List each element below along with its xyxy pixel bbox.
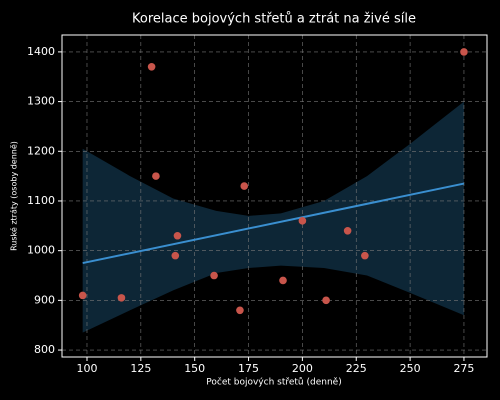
y-tick-label: 1000 bbox=[27, 244, 55, 257]
x-tick-label: 150 bbox=[184, 362, 205, 375]
data-point bbox=[240, 182, 249, 190]
y-tick-label: 800 bbox=[34, 343, 55, 356]
y-axis-label: Ruské ztráty (osoby denně) bbox=[9, 141, 19, 251]
regression-line bbox=[82, 182, 465, 265]
x-tick-label: 250 bbox=[400, 362, 421, 375]
data-point bbox=[460, 48, 468, 56]
data-point bbox=[361, 251, 369, 260]
x-tick-label: 200 bbox=[292, 362, 313, 375]
data-point bbox=[236, 306, 244, 315]
x-tick-label: 100 bbox=[76, 362, 97, 375]
x-tick-label: 175 bbox=[238, 362, 259, 375]
data-point bbox=[78, 291, 87, 300]
y-tick-label: 1200 bbox=[27, 144, 55, 157]
data-point bbox=[298, 217, 307, 225]
plot-frame bbox=[61, 34, 488, 358]
data-point bbox=[210, 271, 218, 280]
data-point bbox=[147, 63, 156, 71]
y-tick-label: 1300 bbox=[27, 95, 55, 108]
x-tick-label: 275 bbox=[453, 362, 474, 375]
data-point bbox=[343, 226, 352, 235]
x-tick-label: 225 bbox=[346, 362, 367, 375]
y-tick-label: 1400 bbox=[27, 45, 55, 58]
data-point bbox=[117, 294, 126, 302]
chart-title: Korelace bojových střetů a ztrát na živé… bbox=[132, 12, 416, 27]
data-point bbox=[171, 251, 180, 260]
data-point bbox=[279, 276, 287, 285]
data-point bbox=[152, 172, 160, 180]
confidence-band bbox=[82, 101, 464, 333]
data-point bbox=[173, 231, 182, 240]
x-axis-label: Počet bojových střetů (denně) bbox=[206, 377, 341, 388]
data-point bbox=[322, 296, 330, 305]
y-tick-label: 1100 bbox=[27, 194, 55, 207]
x-tick-label: 125 bbox=[130, 362, 151, 375]
y-tick-label: 900 bbox=[34, 293, 55, 306]
